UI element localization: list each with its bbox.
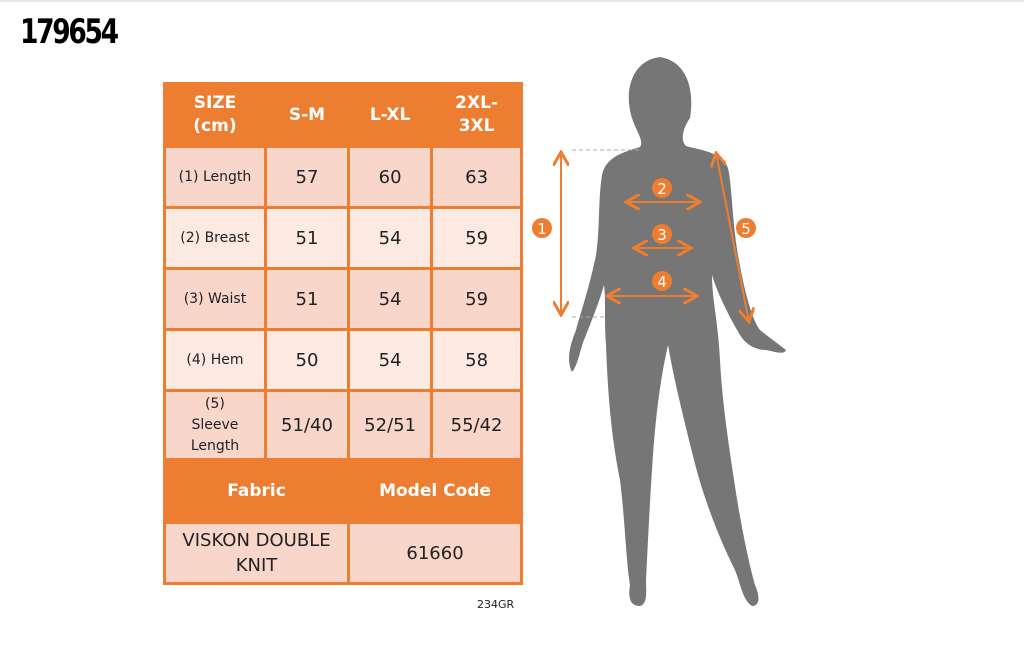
silhouette — [569, 57, 786, 606]
header-row: SIZE (cm) S-M L-XL 2XL-3XL — [163, 82, 523, 148]
cell: 59 — [430, 206, 523, 270]
row-label: (1) Length — [163, 145, 267, 209]
cell: 51 — [263, 206, 351, 270]
row-label: (2) Breast — [163, 206, 267, 270]
cell: 51 — [263, 267, 351, 331]
product-code: 179654 — [20, 12, 119, 52]
cell: 63 — [430, 145, 523, 209]
table-row: (3) Waist 51 54 59 — [163, 267, 523, 331]
table-row: (2) Breast 51 54 59 — [163, 206, 523, 270]
header-2xl-3xl: 2XL-3XL — [430, 82, 523, 148]
cell: 55/42 — [430, 389, 523, 461]
model-code-value: 61660 — [347, 521, 523, 585]
marker-5: 5 — [736, 218, 756, 238]
table-row: (4) Hem 50 54 58 — [163, 328, 523, 392]
cell: 57 — [263, 145, 351, 209]
size-chart-table: SIZE (cm) S-M L-XL 2XL-3XL (1) Length 57… — [162, 82, 523, 585]
cell: 50 — [263, 328, 351, 392]
cell: 52/51 — [347, 389, 434, 461]
row-label: (4) Hem — [163, 328, 267, 392]
cell: 54 — [347, 206, 434, 270]
sleeve-arrow — [716, 153, 749, 322]
fabric-label: Fabric — [162, 458, 351, 524]
cell: 58 — [430, 328, 523, 392]
fabric-value-row: VISKON DOUBLE KNIT 61660 — [162, 521, 523, 585]
table-row: (1) Length 57 60 63 — [163, 145, 523, 209]
cell: 59 — [430, 267, 523, 331]
cell: 60 — [347, 145, 434, 209]
marker-2: 2 — [652, 178, 672, 198]
model-code-label: Model Code — [347, 458, 523, 524]
cell: 51/40 — [263, 389, 351, 461]
cell: 54 — [347, 328, 434, 392]
marker-4: 4 — [652, 271, 672, 291]
header-s-m: S-M — [263, 82, 351, 148]
header-size: SIZE (cm) — [163, 82, 267, 148]
top-border — [0, 0, 1024, 2]
svg-text:2: 2 — [657, 180, 667, 198]
svg-text:3: 3 — [657, 226, 667, 244]
cell: 54 — [347, 267, 434, 331]
svg-text:1: 1 — [537, 220, 547, 238]
marker-1: 1 — [532, 218, 552, 238]
fabric-header-row: Fabric Model Code — [162, 458, 523, 524]
table-row: (5) Sleeve Length 51/40 52/51 55/42 — [163, 389, 523, 461]
marker-3: 3 — [652, 224, 672, 244]
fabric-value: VISKON DOUBLE KNIT — [162, 521, 351, 585]
row-label: (3) Waist — [163, 267, 267, 331]
svg-text:5: 5 — [741, 220, 751, 238]
row-label: (5) Sleeve Length — [163, 389, 267, 461]
footer-code: 234GR — [477, 598, 515, 611]
header-l-xl: L-XL — [347, 82, 434, 148]
svg-text:4: 4 — [657, 273, 667, 291]
